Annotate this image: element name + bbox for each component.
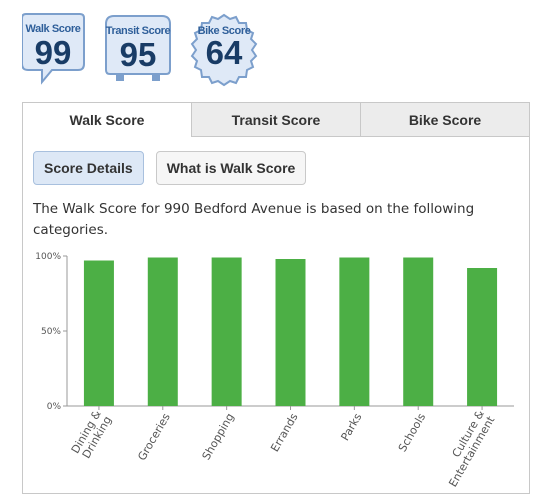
bike-score-value: 64: [206, 34, 243, 71]
tab-transit-score[interactable]: Transit Score: [191, 103, 360, 137]
walk-score-value: 99: [35, 34, 72, 71]
x-tick-label: Parks: [338, 411, 364, 443]
bike-score-label: Bike Score: [198, 25, 251, 37]
walk-score-badge[interactable]: Walk Score 99: [22, 13, 85, 85]
bar-3: [211, 257, 242, 406]
y-tick-label: 100%: [35, 252, 61, 262]
bar-7: [467, 268, 498, 406]
x-tick-label: Shopping: [200, 411, 237, 462]
score-badges: Walk Score 99 Transit Score 95 Bike Scor…: [22, 13, 258, 87]
walk-score-label: Walk Score: [26, 23, 81, 35]
category-bar-chart: 0% 50% 100% Dining &Drinking Groceries Shoppi…: [35, 252, 514, 489]
bar-4: [275, 259, 306, 406]
transit-score-label: Transit Score: [106, 25, 171, 37]
x-tick-label: Schools: [396, 411, 429, 454]
score-tabs: Walk Score Transit Score Bike Score: [23, 103, 529, 137]
detail-buttons: Score Details What is Walk Score: [33, 151, 307, 185]
x-tick-label: Dining &Drinking: [69, 408, 115, 462]
gear-icon: [190, 13, 258, 87]
transit-score-value: 95: [120, 36, 157, 73]
bike-score-badge[interactable]: Bike Score 64: [190, 13, 258, 87]
x-tick-label: Errands: [268, 411, 301, 454]
bar-6: [403, 257, 434, 406]
y-tick-label: 0%: [47, 402, 62, 412]
transit-score-badge[interactable]: Transit Score 95: [105, 15, 171, 81]
tab-bike-score[interactable]: Bike Score: [360, 103, 529, 137]
bar-5: [339, 257, 370, 406]
bar-1: [83, 260, 114, 406]
score-panel: Walk Score Transit Score Bike Score Scor…: [22, 102, 530, 494]
score-description: The Walk Score for 990 Bedford Avenue is…: [33, 201, 475, 238]
bar-2: [147, 257, 178, 406]
x-tick-label: Culture &Entertainment: [436, 407, 498, 489]
tab-walk-score[interactable]: Walk Score: [23, 103, 191, 137]
what-is-walk-score-button[interactable]: What is Walk Score: [155, 151, 307, 185]
x-tick-label: Groceries: [135, 411, 173, 463]
y-tick-label: 50%: [41, 327, 61, 337]
score-details-button[interactable]: Score Details: [33, 151, 144, 185]
